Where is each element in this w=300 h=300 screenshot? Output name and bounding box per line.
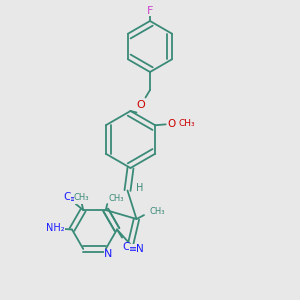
Text: CH₃: CH₃ <box>150 207 165 216</box>
Text: F: F <box>147 5 153 16</box>
Text: NH₂: NH₂ <box>46 223 65 233</box>
Text: N: N <box>104 249 112 260</box>
Text: ≡: ≡ <box>70 194 78 204</box>
Text: H: H <box>136 183 143 193</box>
Text: N: N <box>77 194 85 204</box>
Text: C: C <box>122 242 130 253</box>
Text: C: C <box>63 192 70 203</box>
Text: O: O <box>136 100 146 110</box>
Text: CH₃: CH₃ <box>74 193 89 202</box>
Text: CH₃: CH₃ <box>109 194 124 202</box>
Text: CH₃: CH₃ <box>178 119 195 128</box>
Text: ≡: ≡ <box>129 244 137 254</box>
Text: O: O <box>168 119 176 129</box>
Text: N: N <box>136 244 143 254</box>
